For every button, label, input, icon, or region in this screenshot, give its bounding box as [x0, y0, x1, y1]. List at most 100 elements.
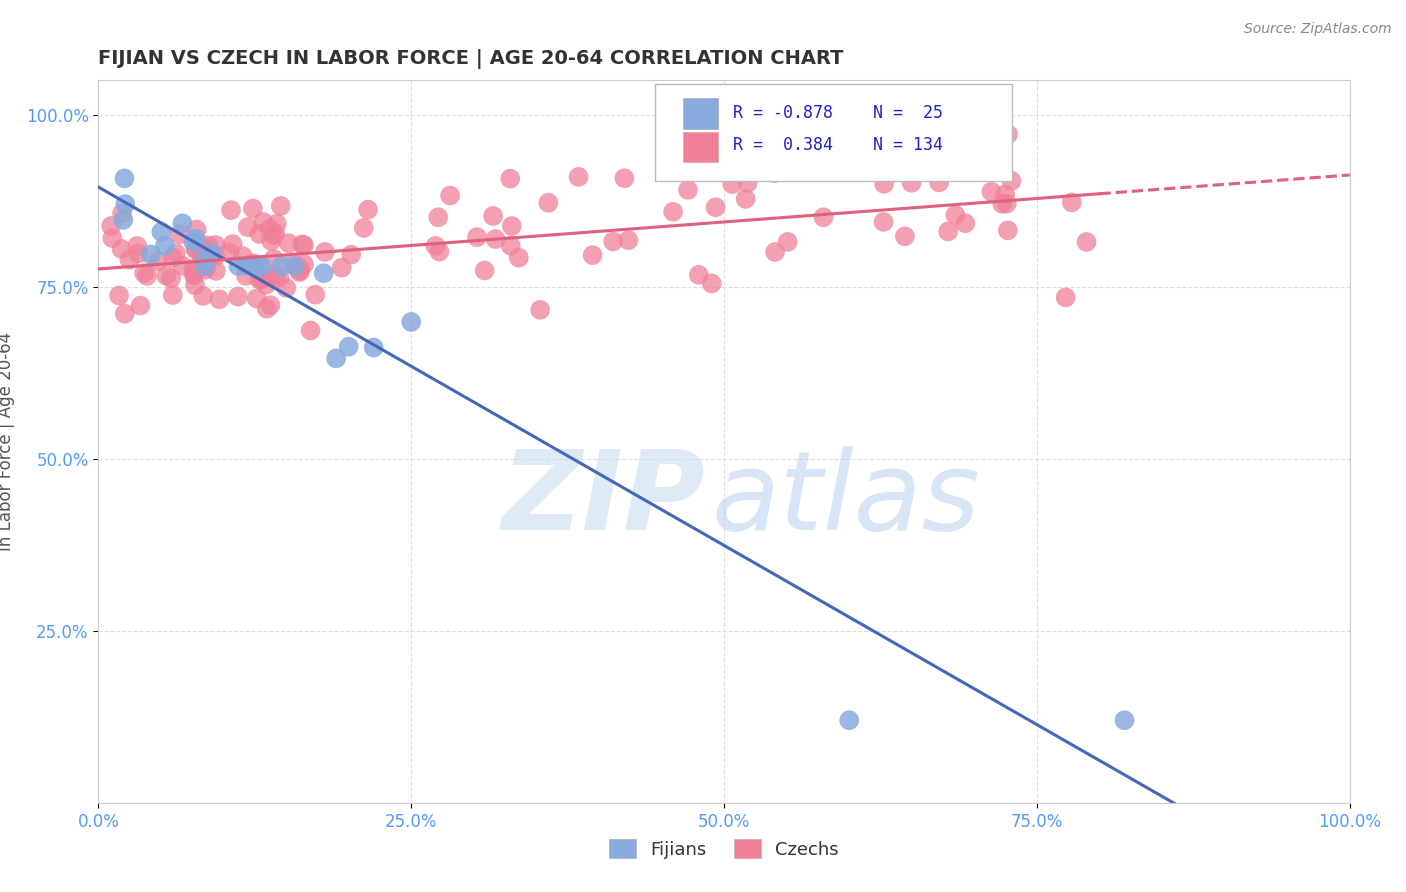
Point [226, 289, 249, 303]
Point [114, 171, 136, 186]
Text: Source: ZipAtlas.com: Source: ZipAtlas.com [1244, 22, 1392, 37]
Point [427, 211, 450, 225]
Point [997, 127, 1019, 141]
Point [112, 213, 135, 227]
Point [529, 302, 551, 317]
Point [838, 713, 860, 727]
Point [259, 222, 281, 236]
Point [363, 341, 385, 355]
Point [193, 254, 215, 268]
Point [662, 204, 685, 219]
Point [247, 272, 270, 286]
Point [277, 236, 299, 251]
Point [172, 216, 194, 230]
FancyBboxPatch shape [683, 98, 718, 128]
Point [242, 202, 264, 216]
Point [136, 268, 159, 283]
Point [281, 255, 304, 269]
Point [254, 277, 277, 292]
Point [700, 277, 723, 291]
Point [193, 241, 215, 255]
Text: FIJIAN VS CZECH IN LABOR FORCE | AGE 20-64 CORRELATION CHART: FIJIAN VS CZECH IN LABOR FORCE | AGE 20-… [98, 48, 844, 69]
Point [100, 219, 122, 233]
Point [508, 251, 530, 265]
Point [153, 238, 176, 252]
Point [266, 217, 288, 231]
Point [160, 271, 183, 285]
Point [499, 171, 522, 186]
Point [484, 232, 506, 246]
Point [581, 248, 603, 262]
Point [219, 203, 242, 218]
Point [263, 252, 285, 266]
Point [737, 176, 759, 190]
Point [704, 200, 727, 214]
Point [252, 215, 274, 229]
Point [314, 244, 336, 259]
Point [312, 266, 335, 280]
Point [235, 268, 257, 283]
Point [221, 237, 243, 252]
Point [162, 288, 184, 302]
Point [288, 263, 311, 277]
Point [118, 252, 141, 267]
Point [190, 246, 212, 260]
Point [184, 278, 207, 293]
Point [613, 171, 636, 186]
Point [1076, 235, 1098, 249]
Point [110, 242, 132, 256]
Point [288, 265, 311, 279]
Point [304, 287, 326, 301]
Point [337, 340, 360, 354]
Point [127, 246, 149, 260]
Point [943, 208, 966, 222]
Point [482, 209, 505, 223]
Point [191, 289, 214, 303]
Point [114, 307, 136, 321]
Point [183, 267, 205, 281]
Point [111, 206, 134, 220]
Point [204, 238, 226, 252]
Point [813, 211, 835, 225]
Point [617, 233, 640, 247]
Point [129, 299, 152, 313]
Point [232, 249, 254, 263]
Point [195, 260, 218, 274]
Point [499, 239, 522, 253]
Point [239, 257, 262, 271]
Point [357, 202, 380, 217]
Point [276, 281, 298, 295]
Point [676, 183, 699, 197]
Point [205, 264, 228, 278]
Point [127, 239, 149, 253]
Point [169, 227, 191, 242]
Point [114, 197, 136, 211]
Point [292, 238, 315, 252]
Point [734, 192, 756, 206]
Point [194, 262, 217, 277]
Point [186, 222, 208, 236]
Point [936, 224, 959, 238]
Point [250, 272, 273, 286]
Y-axis label: In Labor Force | Age 20-64: In Labor Force | Age 20-64 [0, 332, 14, 551]
Point [994, 187, 1017, 202]
Point [501, 219, 523, 233]
Point [401, 315, 423, 329]
Point [776, 235, 799, 249]
Text: atlas: atlas [711, 446, 980, 553]
Point [991, 197, 1014, 211]
Point [243, 258, 266, 272]
Point [288, 260, 311, 275]
Point [208, 293, 231, 307]
Point [340, 247, 363, 261]
Point [236, 220, 259, 235]
Text: R = -0.878    N =  25: R = -0.878 N = 25 [733, 103, 943, 122]
Point [292, 257, 315, 271]
Point [260, 234, 283, 248]
Point [256, 301, 278, 316]
Point [194, 259, 217, 273]
Point [1000, 174, 1022, 188]
Point [353, 221, 375, 235]
Point [465, 230, 488, 244]
Point [259, 298, 281, 312]
